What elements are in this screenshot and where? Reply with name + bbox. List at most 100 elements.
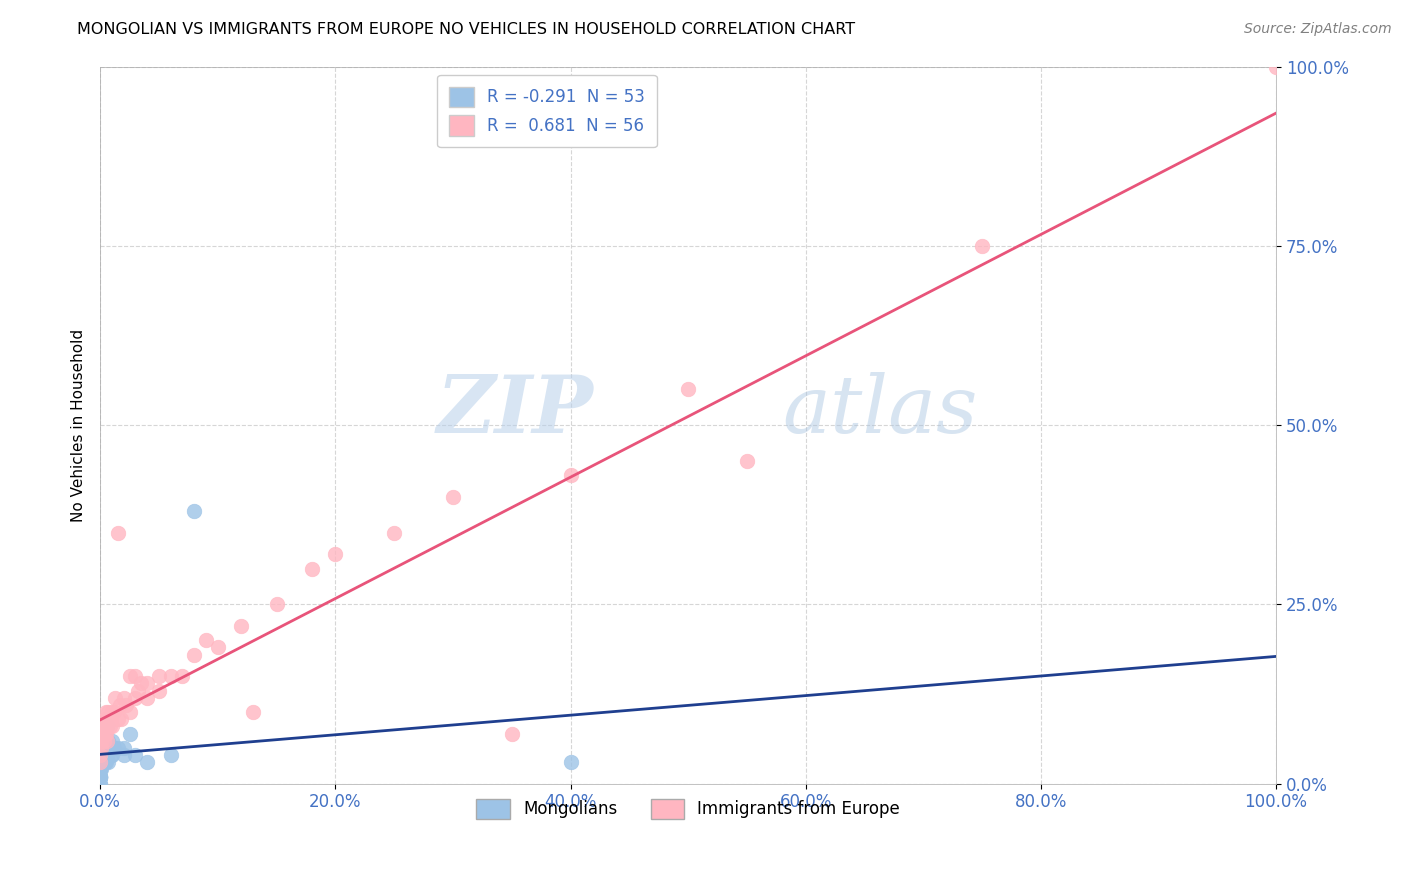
Point	[89, 763, 111, 777]
Point	[91, 740, 114, 755]
Point	[97, 733, 120, 747]
Point	[115, 698, 138, 712]
Text: Source: ZipAtlas.com: Source: ZipAtlas.com	[1244, 22, 1392, 37]
Text: MONGOLIAN VS IMMIGRANTS FROM EUROPE NO VEHICLES IN HOUSEHOLD CORRELATION CHART: MONGOLIAN VS IMMIGRANTS FROM EUROPE NO V…	[77, 22, 855, 37]
Point	[107, 525, 129, 540]
Point	[735, 454, 758, 468]
Text: ZIP: ZIP	[437, 372, 595, 450]
Point	[89, 770, 111, 784]
Point	[110, 712, 132, 726]
Point	[301, 561, 323, 575]
Point	[89, 763, 111, 777]
Point	[89, 770, 111, 784]
Point	[107, 712, 129, 726]
Point	[136, 690, 159, 705]
Point	[90, 733, 112, 747]
Point	[1265, 60, 1288, 74]
Point	[183, 648, 205, 662]
Point	[129, 676, 152, 690]
Point	[94, 726, 117, 740]
Point	[96, 719, 118, 733]
Point	[89, 740, 111, 755]
Legend: Mongolians, Immigrants from Europe: Mongolians, Immigrants from Europe	[470, 792, 907, 826]
Point	[148, 683, 170, 698]
Point	[89, 770, 111, 784]
Point	[103, 705, 125, 719]
Point	[90, 747, 112, 762]
Point	[112, 747, 135, 762]
Point	[89, 719, 111, 733]
Point	[90, 756, 112, 770]
Point	[676, 382, 699, 396]
Point	[101, 747, 124, 762]
Point	[89, 777, 111, 791]
Point	[108, 698, 131, 712]
Point	[112, 690, 135, 705]
Point	[101, 733, 124, 747]
Point	[94, 705, 117, 719]
Point	[90, 740, 112, 755]
Point	[560, 468, 582, 483]
Point	[96, 733, 118, 747]
Point	[94, 740, 117, 755]
Point	[159, 747, 181, 762]
Point	[94, 733, 117, 747]
Point	[90, 740, 112, 755]
Point	[101, 705, 124, 719]
Point	[148, 669, 170, 683]
Point	[127, 683, 149, 698]
Point	[89, 756, 111, 770]
Point	[136, 756, 159, 770]
Point	[118, 705, 141, 719]
Point	[96, 719, 118, 733]
Point	[90, 756, 112, 770]
Point	[382, 525, 405, 540]
Point	[89, 733, 111, 747]
Point	[112, 740, 135, 755]
Point	[89, 770, 111, 784]
Point	[93, 740, 115, 755]
Point	[441, 490, 464, 504]
Point	[124, 690, 146, 705]
Point	[159, 669, 181, 683]
Point	[104, 690, 127, 705]
Point	[107, 740, 129, 755]
Y-axis label: No Vehicles in Household: No Vehicles in Household	[72, 328, 86, 522]
Point	[101, 719, 124, 733]
Point	[94, 712, 117, 726]
Point	[91, 719, 114, 733]
Point	[103, 740, 125, 755]
Point	[118, 726, 141, 740]
Point	[194, 633, 217, 648]
Point	[90, 763, 112, 777]
Point	[242, 705, 264, 719]
Point	[89, 777, 111, 791]
Point	[96, 747, 118, 762]
Point	[93, 747, 115, 762]
Point	[97, 705, 120, 719]
Point	[323, 547, 346, 561]
Point	[972, 239, 994, 253]
Point	[91, 756, 114, 770]
Point	[266, 598, 288, 612]
Point	[89, 747, 111, 762]
Point	[89, 770, 111, 784]
Point	[94, 726, 117, 740]
Point	[93, 756, 115, 770]
Point	[136, 676, 159, 690]
Text: atlas: atlas	[782, 372, 977, 450]
Point	[100, 747, 122, 762]
Point	[97, 756, 120, 770]
Point	[98, 719, 121, 733]
Point	[94, 756, 117, 770]
Point	[124, 669, 146, 683]
Point	[89, 756, 111, 770]
Point	[89, 756, 111, 770]
Point	[98, 740, 121, 755]
Point	[89, 763, 111, 777]
Point	[91, 726, 114, 740]
Point	[90, 726, 112, 740]
Point	[124, 747, 146, 762]
Point	[89, 747, 111, 762]
Point	[207, 640, 229, 655]
